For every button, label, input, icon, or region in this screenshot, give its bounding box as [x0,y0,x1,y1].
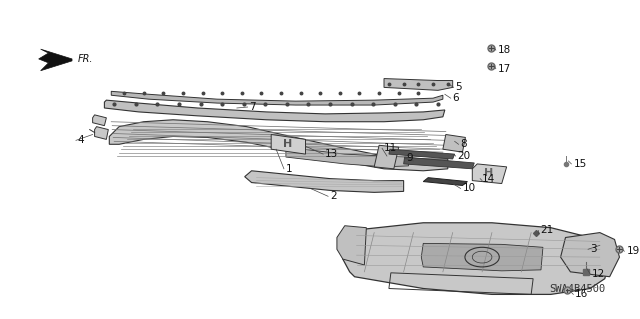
Polygon shape [111,91,443,105]
Text: 1: 1 [286,164,292,174]
Text: H: H [284,139,292,149]
Text: 19: 19 [627,246,639,256]
Polygon shape [472,164,507,183]
Text: 14: 14 [482,174,495,184]
Text: 2: 2 [330,191,337,201]
Text: FR.: FR. [78,54,93,64]
Text: H: H [484,168,493,178]
Polygon shape [271,135,305,154]
Text: 5: 5 [456,82,462,93]
Polygon shape [374,145,399,169]
Text: 9: 9 [406,153,413,163]
Text: 13: 13 [325,149,339,159]
Polygon shape [244,171,404,192]
Text: 12: 12 [592,269,605,279]
Text: 18: 18 [498,45,511,55]
Text: 17: 17 [498,64,511,74]
Text: 4: 4 [78,135,84,145]
Polygon shape [561,233,620,277]
Polygon shape [404,157,474,169]
Polygon shape [343,223,610,294]
Polygon shape [384,78,452,90]
Text: 3: 3 [590,244,596,254]
Polygon shape [443,135,465,152]
Text: 6: 6 [452,93,460,103]
Text: 7: 7 [250,102,256,112]
Text: 11: 11 [384,143,397,153]
Polygon shape [104,100,445,122]
Text: 20: 20 [458,151,470,161]
Polygon shape [337,226,366,265]
Text: 10: 10 [463,183,476,193]
Polygon shape [109,120,448,171]
Polygon shape [286,147,408,167]
Text: SWA4B4500: SWA4B4500 [549,284,605,293]
Polygon shape [389,149,454,159]
Polygon shape [38,49,72,71]
Text: 15: 15 [573,159,587,169]
Text: 21: 21 [540,225,553,235]
Polygon shape [421,243,543,271]
Polygon shape [95,127,108,139]
Polygon shape [93,115,106,126]
Text: 16: 16 [575,289,589,300]
Polygon shape [423,178,467,185]
Text: 8: 8 [461,139,467,149]
